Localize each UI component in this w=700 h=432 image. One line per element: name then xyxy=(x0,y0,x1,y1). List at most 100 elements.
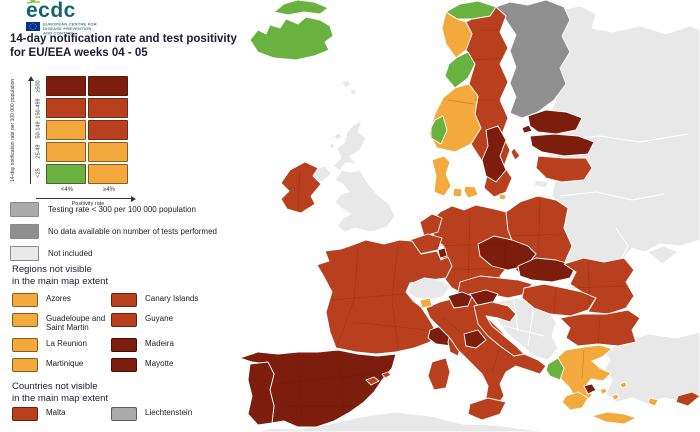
map-country-finland xyxy=(495,0,571,119)
matrix-row-label: ≥500 xyxy=(35,80,42,93)
map-region-attica xyxy=(583,383,597,395)
map-country-cyprus xyxy=(675,391,700,407)
map-region-greece-northwest xyxy=(545,357,565,381)
legend-label: Not included xyxy=(48,249,93,258)
map-country-bulgaria xyxy=(559,309,641,347)
map-country-portugal xyxy=(247,361,275,426)
bivariate-legend: 14-day notification rate per 100 000 pop… xyxy=(8,70,158,210)
eu-flag-icon xyxy=(26,22,40,31)
legend-y-axis-label: 14-day notification rate per 100 000 pop… xyxy=(10,78,16,182)
map-region-gotland xyxy=(510,147,521,161)
ecdc-logo-subtext-line2: DISEASE PREVENTION xyxy=(43,26,92,32)
matrix-cell xyxy=(46,120,86,140)
legend-item: Malta xyxy=(12,407,107,421)
map-region-aegean-3 xyxy=(619,381,628,389)
map-region-hebrides-2 xyxy=(328,142,336,150)
map-country-romania xyxy=(563,257,635,315)
legend-swatch xyxy=(12,358,38,373)
matrix-cell xyxy=(46,76,86,96)
legend-item: Mayotte xyxy=(111,358,230,373)
map-country-united-kingdom xyxy=(332,119,396,233)
map-country-france xyxy=(316,239,453,355)
map-region-kaliningrad xyxy=(533,179,549,189)
page-title-line1: 14-day notification rate and test positi… xyxy=(10,33,237,45)
legend-label: Madeira xyxy=(145,339,174,349)
map-region-aegean-2 xyxy=(611,393,620,401)
matrix-row-label: 25-49 xyxy=(35,144,42,159)
legend-x-axis-arrow xyxy=(36,195,136,202)
legend-x-axis-label: Positivity rate xyxy=(71,201,105,207)
legend-label: Guyane xyxy=(145,314,174,323)
regions-header-line2: in the main map extent xyxy=(12,275,109,287)
map-country-netherlands xyxy=(419,213,443,237)
map-country-hungary xyxy=(521,283,597,317)
legend-item: Guadeloupe and Saint Martin xyxy=(12,313,107,332)
legend-swatch xyxy=(10,246,39,261)
map-region-bornholm xyxy=(498,193,507,201)
map-region-crete xyxy=(591,411,637,425)
legend-swatch xyxy=(10,224,39,239)
legend-swatch xyxy=(111,338,137,353)
page-title-line2: for EU/EEA weeks 04 - 05 xyxy=(10,47,148,60)
matrix-cell xyxy=(88,142,128,162)
legend-swatch xyxy=(12,407,38,421)
matrix-cell xyxy=(46,98,86,118)
regions-grid: Azores Canary Islands Guadeloupe and Saint… xyxy=(12,293,230,373)
legend-item: Testing rate < 300 per 100 000 populatio… xyxy=(10,202,240,217)
legend-swatch xyxy=(12,293,38,307)
legend-item: No data available on number of tests per… xyxy=(10,224,240,239)
ecdc-logo-subtext-line3: AND CONTROL xyxy=(43,31,75,36)
matrix-col-labels: <4% ≥4% xyxy=(46,187,130,193)
legend-item: Guyane xyxy=(111,313,230,332)
page-title: 14-day notification rate and test positi… xyxy=(10,32,260,61)
map-region-norway-finnmark xyxy=(445,0,497,20)
ecdc-logo: ecdc EUROPEAN CENTRE FOR DISEASE PREVENT… xyxy=(26,0,146,37)
legend-item: Not included xyxy=(10,246,240,261)
legend-item: Azores xyxy=(12,293,107,307)
matrix-row-label: 150-499 xyxy=(35,98,42,119)
countries-header-line1: Countries not visible xyxy=(12,381,98,392)
map-region-norway-bergen xyxy=(430,115,448,145)
legend-label: Canary Islands xyxy=(145,294,199,303)
map-country-latvia xyxy=(529,133,595,157)
map-region-norway-nordland xyxy=(441,11,473,59)
map-balkans-internal-borders xyxy=(503,299,545,347)
map-region-estonian-islands xyxy=(521,124,533,134)
legend-item: Canary Islands xyxy=(111,293,230,307)
countries-grid: Malta Liechtenstein xyxy=(12,407,230,421)
map-country-switzerland xyxy=(407,277,451,301)
legend-label: Azores xyxy=(46,294,71,303)
legend-item: Martinique xyxy=(12,358,107,373)
legend-swatch xyxy=(111,293,137,307)
legend-label: Mayotte xyxy=(145,359,174,369)
legend-swatch xyxy=(111,407,137,421)
matrix-cell xyxy=(46,142,86,162)
legend-label: Martinique xyxy=(46,359,84,369)
regions-header-line1: Regions not visible xyxy=(12,264,92,275)
legend-label: Guadeloupe and Saint Martin xyxy=(46,314,106,333)
map-region-menorca xyxy=(381,371,392,379)
legend-label: Testing rate < 300 per 100 000 populatio… xyxy=(48,205,196,214)
legend-label: Malta xyxy=(46,408,66,417)
matrix-ticks: ≥500 150-499 50-149 25-49 <25 xyxy=(34,76,43,184)
matrix-col-label: <4% xyxy=(60,187,74,193)
ecdc-logo-subtext: EUROPEAN CENTRE FOR DISEASE PREVENTION A… xyxy=(43,22,97,36)
legend-swatch xyxy=(12,313,38,327)
legend-item: Liechtenstein xyxy=(111,407,230,421)
ecdc-logo-burst-icon xyxy=(26,0,40,4)
legend-swatch xyxy=(111,358,137,373)
countries-header-line2: in the main map extent xyxy=(12,392,109,404)
ecdc-logo-text: ecdc xyxy=(26,0,76,22)
map-region-svalbard xyxy=(273,0,329,16)
map-country-denmark xyxy=(431,155,452,197)
matrix-cell xyxy=(88,98,128,118)
regions-not-visible-header: Regions not visible in the main map exte… xyxy=(12,264,108,288)
legend-item: Madeira xyxy=(111,338,230,353)
map-region-crimea xyxy=(647,245,679,265)
map-region-faroe-islands-2 xyxy=(349,88,358,96)
legend-item: La Reunion xyxy=(12,338,107,353)
map-country-iceland xyxy=(249,16,334,61)
map-region-sardinia xyxy=(427,357,451,391)
matrix-row-label: 50-149 xyxy=(35,121,42,139)
